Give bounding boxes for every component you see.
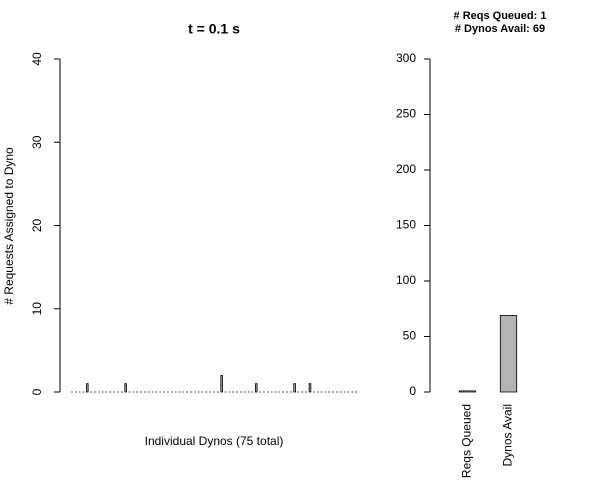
annotation: # Reqs Queued: 1	[454, 10, 547, 22]
x-axis-label: Individual Dynos (75 total)	[145, 434, 284, 448]
y-tick-label: 50	[403, 329, 417, 343]
x-tick-label: Dynos Avail	[501, 404, 515, 466]
y-tick-label: 30	[30, 135, 44, 149]
bar	[124, 383, 127, 393]
x-tick-label: Reqs Queued	[460, 404, 474, 478]
bar	[458, 390, 477, 393]
y-tick-label: 0	[30, 388, 44, 395]
bar	[499, 315, 518, 393]
y-axis-label: # Requests Assigned to Dyno	[2, 147, 16, 305]
y-tick-label: 100	[396, 273, 416, 287]
y-tick-label: 300	[396, 51, 416, 65]
bar	[86, 383, 89, 393]
y-tick-label: 150	[396, 218, 416, 232]
y-tick-label: 40	[30, 52, 44, 66]
y-tick-label: 20	[30, 219, 44, 233]
y-tick-label: 200	[396, 162, 416, 176]
y-tick-label: 10	[30, 302, 44, 316]
bar	[293, 383, 296, 393]
bar	[220, 374, 223, 393]
annotation: # Dynos Avail: 69	[455, 23, 545, 35]
y-tick-label: 250	[396, 107, 416, 121]
bar	[308, 383, 312, 393]
chart-title: t = 0.1 s	[188, 21, 240, 37]
y-tick-label: 0	[409, 384, 416, 398]
bar	[254, 383, 258, 393]
